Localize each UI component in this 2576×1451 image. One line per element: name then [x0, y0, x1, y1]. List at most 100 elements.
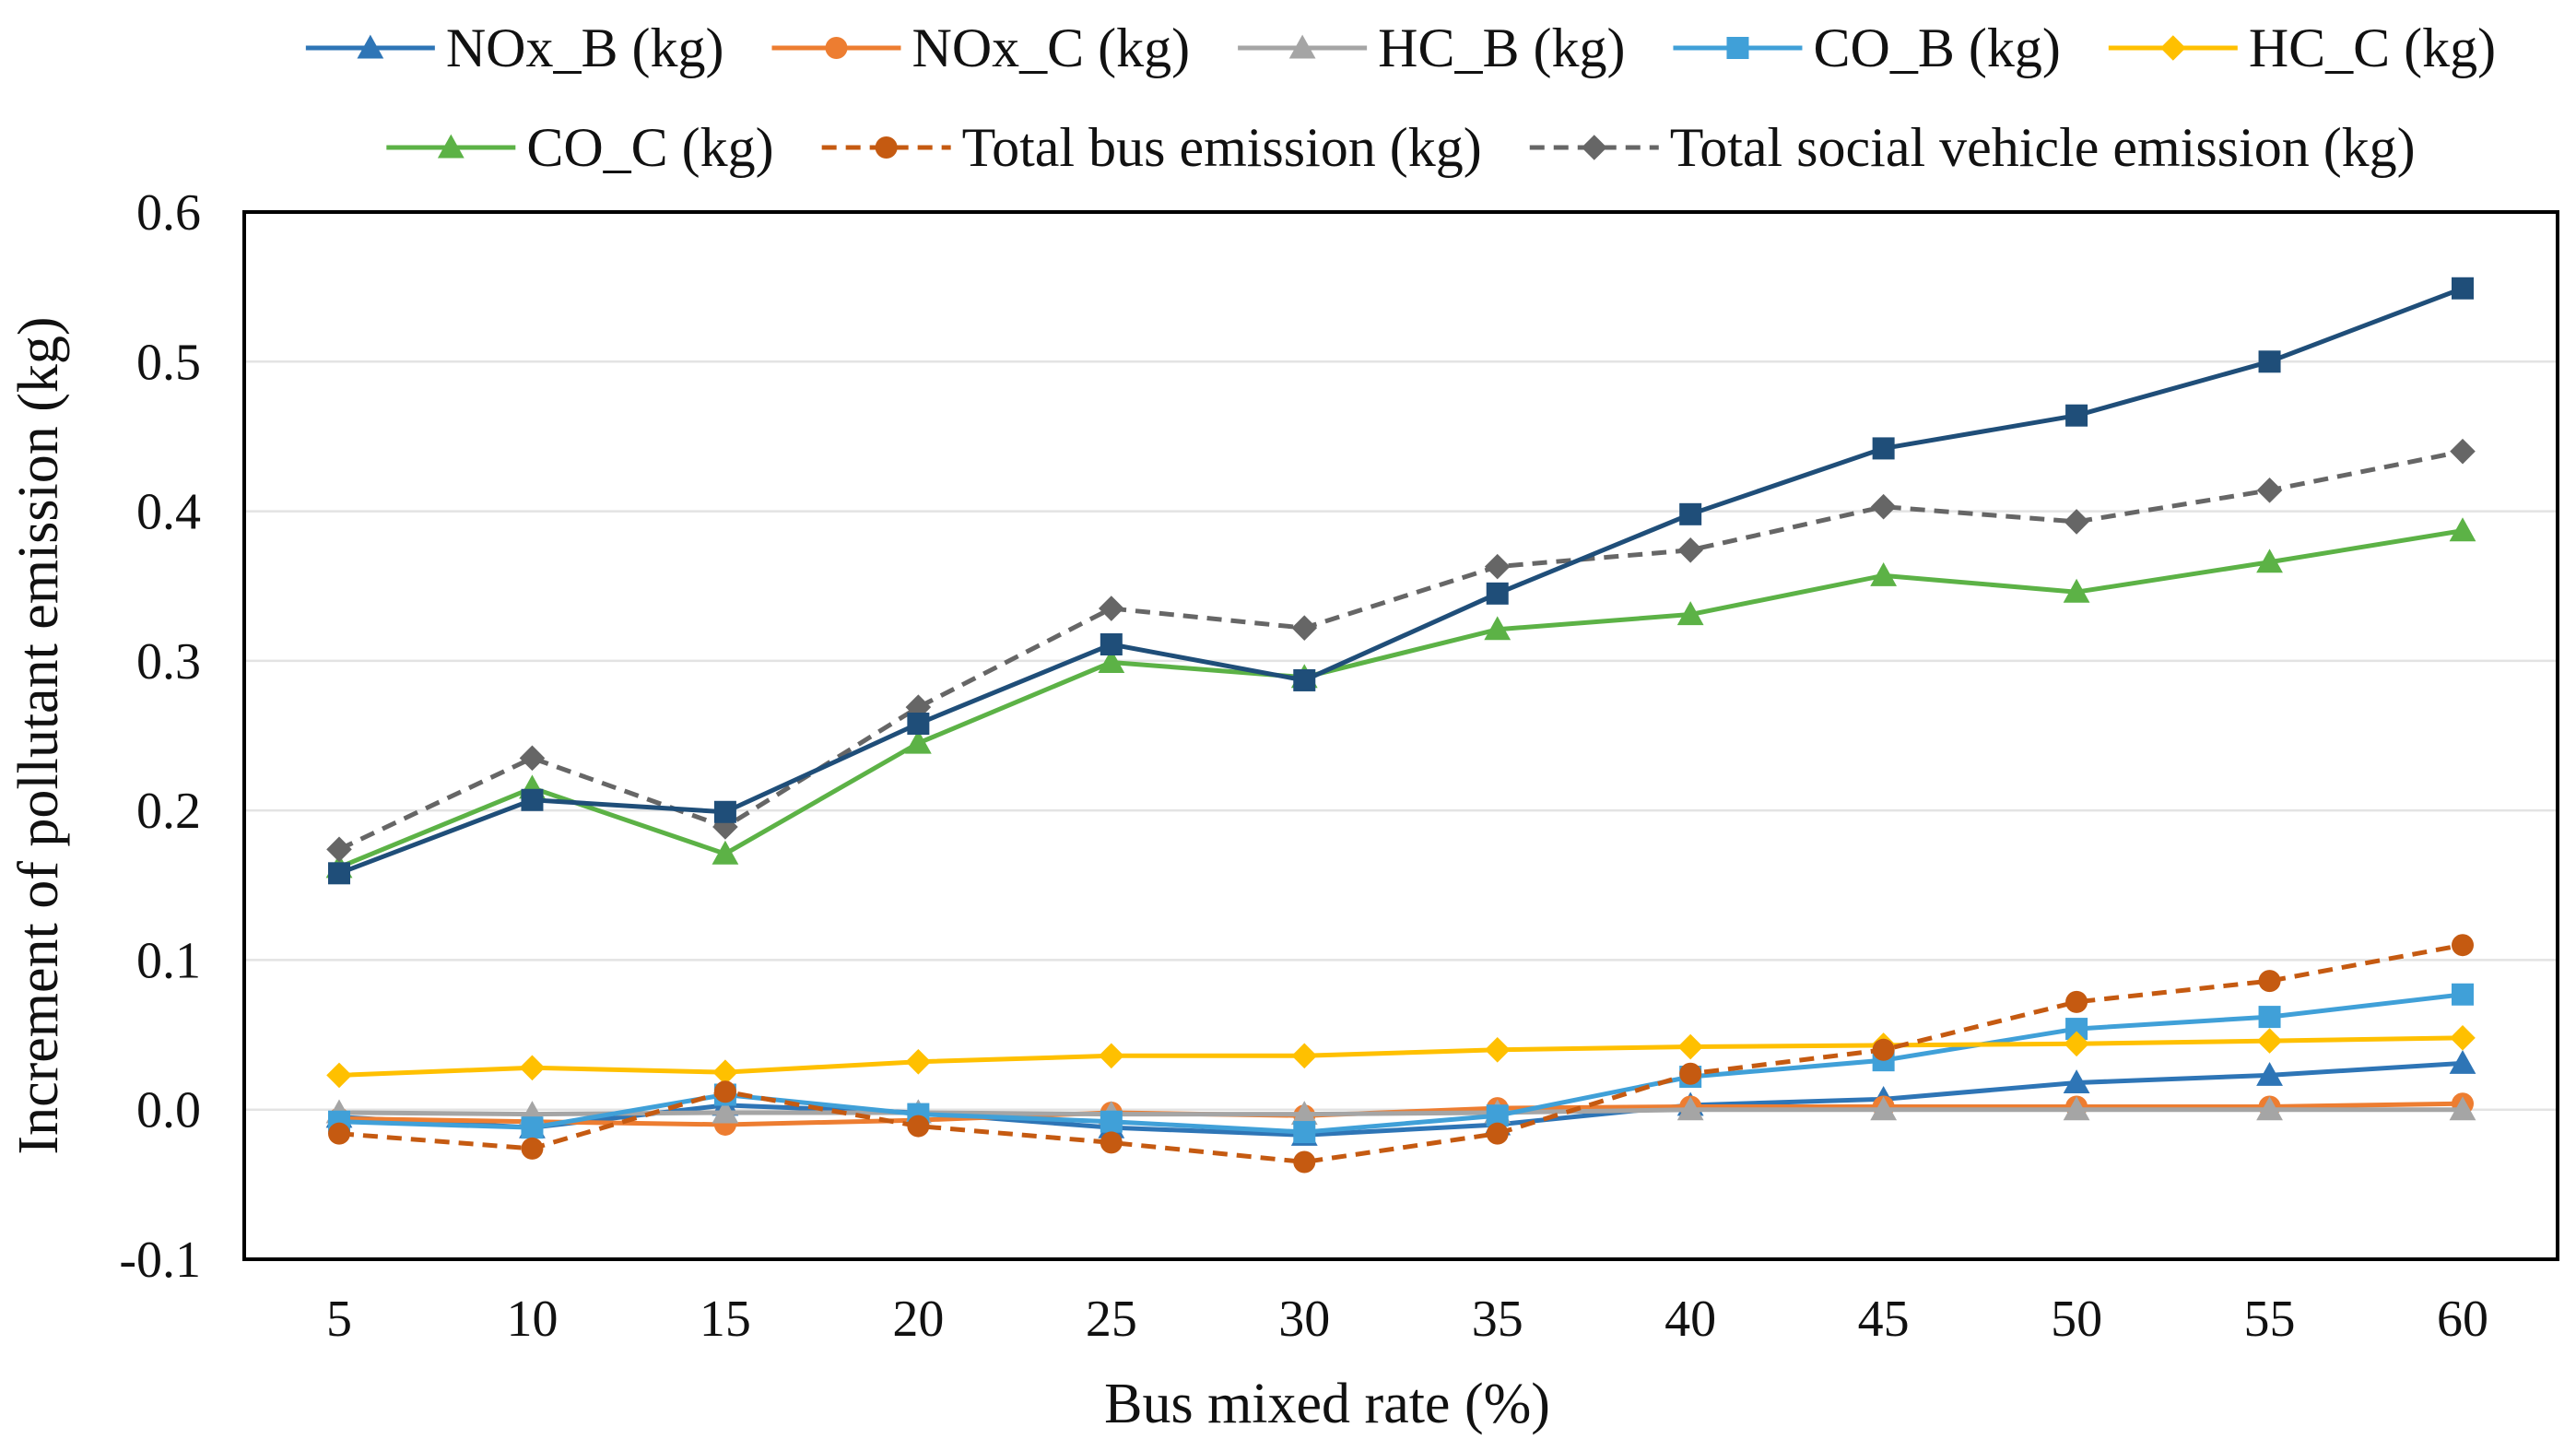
data-point: [2256, 1061, 2283, 1086]
legend-label: Total social vehicle emission (kg): [1670, 117, 2416, 178]
data-point: [2450, 438, 2476, 465]
legend-label: CO_C (kg): [526, 117, 773, 178]
series-6: [328, 934, 2474, 1174]
data-point: [2063, 1096, 2090, 1121]
legend-swatch-marker: [437, 134, 465, 159]
series-line: [337, 449, 2464, 852]
plot-frame: [242, 210, 2559, 1261]
series-3: [328, 983, 2474, 1144]
data-point: [521, 1137, 544, 1160]
legend-swatch-marker: [1288, 34, 1316, 59]
series-5: [325, 517, 2476, 879]
legend-item: CO_C (kg): [386, 117, 774, 178]
data-point: [1677, 537, 1703, 563]
y-tick-label: 0.1: [136, 932, 201, 989]
data-point: [2064, 1031, 2089, 1057]
data-point: [1293, 1121, 1316, 1144]
legend-label: HC_C (kg): [2249, 18, 2496, 78]
x-tick-label: 5: [326, 1291, 352, 1348]
legend-item: CO_B (kg): [1673, 18, 2061, 78]
data-point: [2449, 1050, 2476, 1074]
y-tick-label: 0.5: [136, 334, 201, 391]
data-point: [1293, 1150, 1316, 1174]
series-line: [338, 1107, 2463, 1117]
data-point: [2256, 1028, 2283, 1054]
data-point: [519, 745, 546, 772]
x-axis-title: Bus mixed rate (%): [1104, 1373, 1550, 1435]
legend-swatch-marker: [357, 34, 384, 59]
legend-swatch-marker: [2160, 35, 2186, 61]
data-point: [1486, 1122, 1509, 1145]
x-tick-label: 50: [2051, 1291, 2102, 1348]
x-tick-label: 55: [2244, 1291, 2296, 1348]
data-point: [1679, 1062, 1702, 1085]
data-point: [1484, 553, 1511, 580]
data-point: [907, 1115, 930, 1138]
data-point: [905, 1048, 932, 1075]
data-point: [2452, 277, 2474, 300]
data-point: [2256, 478, 2283, 503]
data-point: [2256, 1096, 2283, 1121]
data-point: [1099, 596, 1124, 621]
legend-item: HC_C (kg): [2108, 18, 2496, 78]
data-point: [2452, 983, 2474, 1006]
legend-label: NOx_B (kg): [446, 18, 724, 78]
legend-swatch-marker: [825, 37, 848, 59]
data-point: [712, 840, 739, 865]
legend-item: HC_B (kg): [1238, 18, 1625, 78]
data-point: [1484, 616, 1511, 641]
series-line: [338, 528, 2464, 870]
data-point: [1679, 502, 1702, 525]
data-point: [1293, 668, 1316, 691]
data-point: [1291, 615, 1318, 641]
data-point: [2063, 578, 2090, 603]
data-point: [1290, 1101, 1318, 1126]
legend-label: CO_B (kg): [1813, 18, 2060, 78]
data-point: [2258, 350, 2281, 373]
x-tick-label: 15: [700, 1291, 751, 1348]
x-tick-label: 30: [1278, 1291, 1330, 1348]
legend-swatch-marker: [1581, 135, 1607, 160]
x-tick-label: 20: [892, 1291, 944, 1348]
data-point: [2065, 404, 2088, 427]
x-tick-label: 10: [506, 1291, 558, 1348]
y-tick-label: 0.3: [136, 633, 201, 690]
legend-label: Total bus emission (kg): [962, 117, 1482, 178]
data-point: [328, 1122, 350, 1145]
data-point: [521, 1116, 544, 1139]
legend-item: Total social vehicle emission (kg): [1529, 117, 2416, 178]
x-tick-label: 45: [1858, 1291, 1910, 1348]
axis-layer: -0.1 0.0 0.1 0.2 0.3 0.4 0.5 0.6 5 10 15 20 25 30 35 40…: [119, 184, 2488, 1348]
data-point: [2064, 509, 2089, 535]
data-point: [907, 713, 930, 736]
data-point: [2256, 549, 2283, 573]
data-point: [1872, 437, 1895, 460]
data-point: [1870, 493, 1897, 520]
data-point: [2258, 970, 2281, 993]
data-point: [1872, 1038, 1895, 1061]
series-line: [338, 286, 2464, 876]
legend-label: HC_B (kg): [1378, 18, 1625, 78]
series-0: [325, 1050, 2476, 1146]
data-point: [904, 729, 932, 754]
x-tick-label: 40: [1664, 1291, 1716, 1348]
data-point: [1677, 1033, 1703, 1060]
data-point: [1098, 649, 1125, 673]
x-tick-label: 25: [1086, 1291, 1137, 1348]
data-point: [1870, 1096, 1898, 1121]
data-point: [713, 1080, 736, 1103]
y-tick-label: 0.2: [136, 783, 201, 840]
y-tick-label: 0.0: [136, 1082, 201, 1139]
data-point: [2065, 990, 2088, 1013]
data-point: [1870, 561, 1898, 586]
data-point: [1099, 1043, 1124, 1069]
data-point: [712, 1099, 739, 1124]
data-point: [712, 1059, 738, 1085]
x-tick-label: 35: [1472, 1291, 1523, 1348]
data-point: [1100, 633, 1123, 656]
y-tick-label: 0.6: [136, 184, 201, 242]
data-point: [519, 1055, 546, 1081]
data-point: [328, 862, 350, 885]
